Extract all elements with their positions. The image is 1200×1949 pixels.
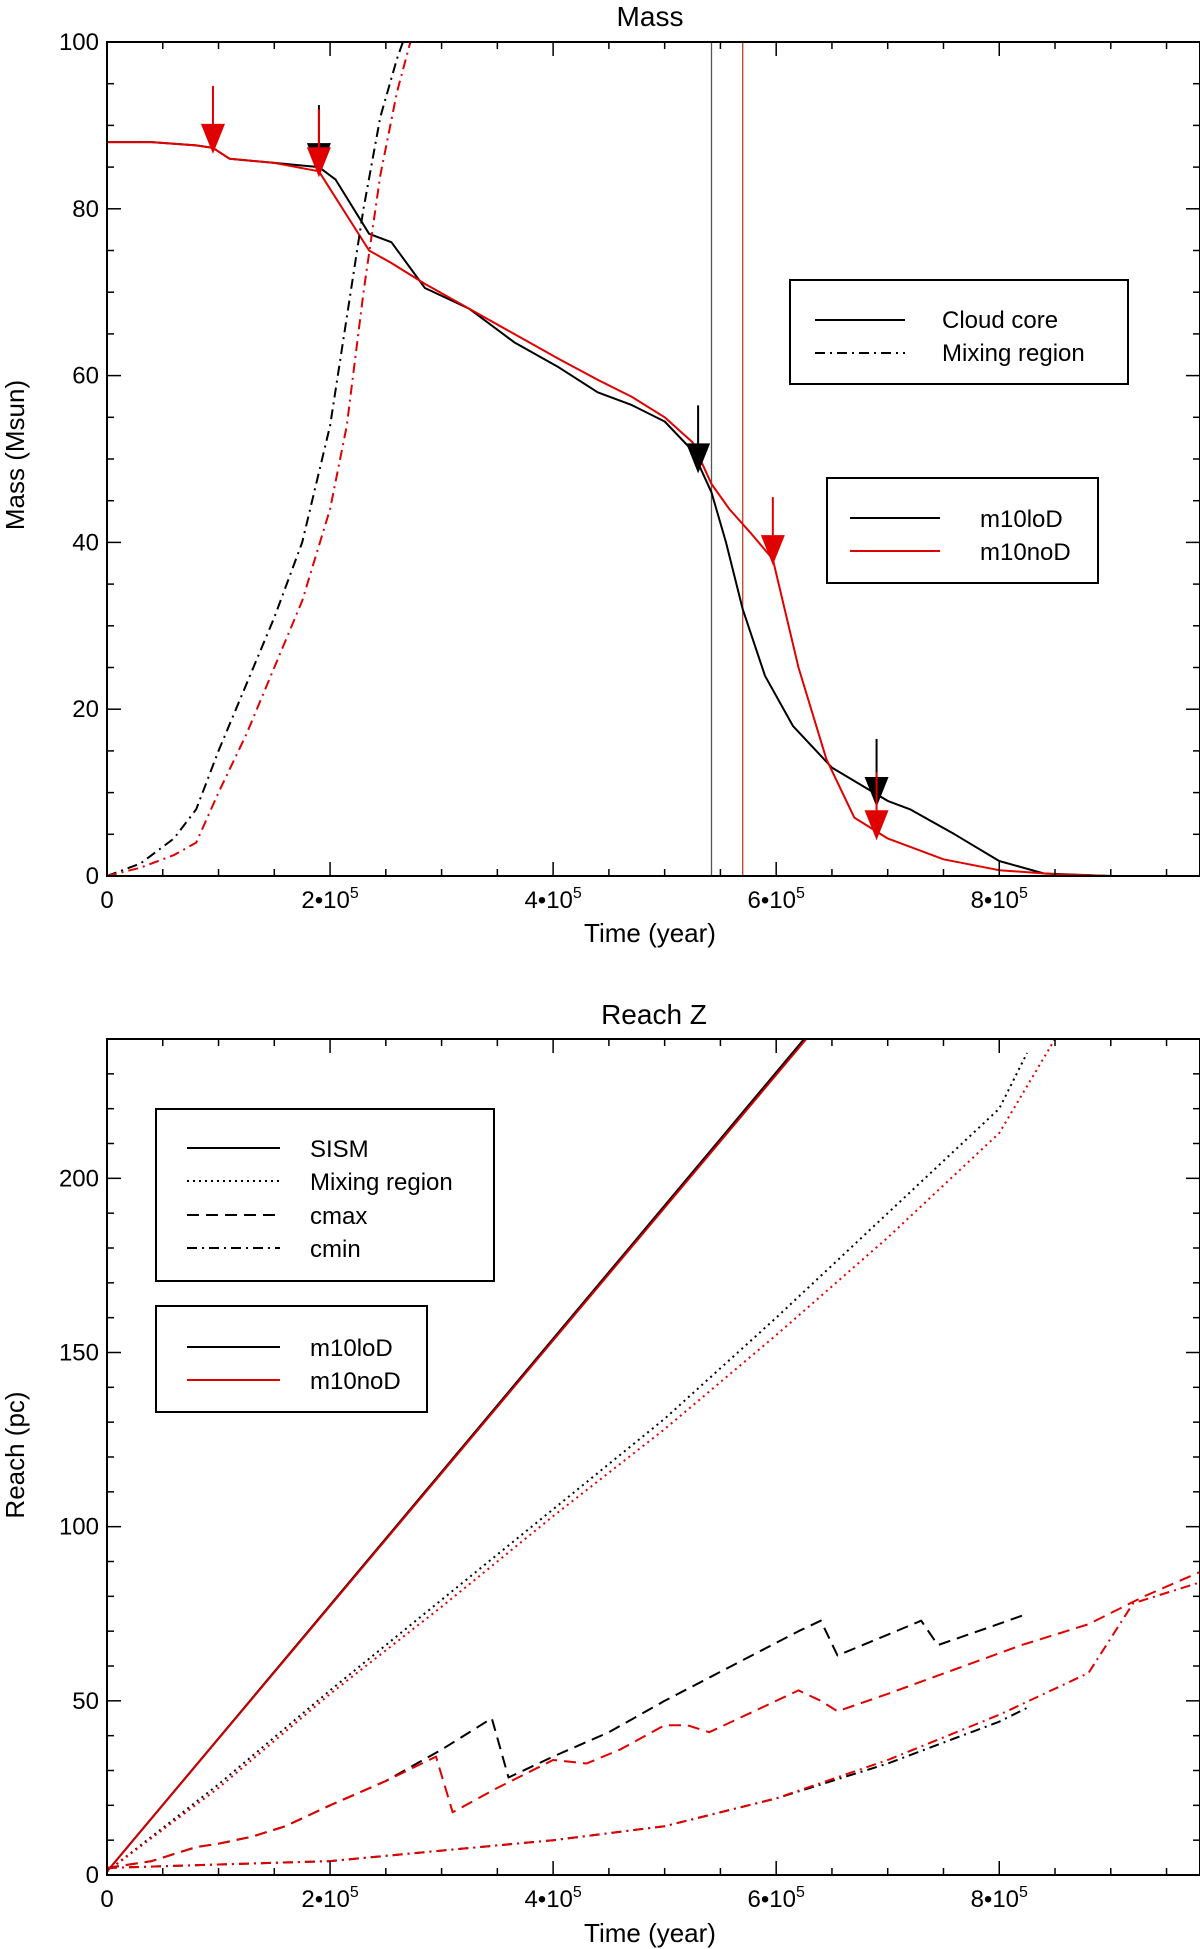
reach-x-tick-label-4: 8•105 — [971, 1884, 1028, 1913]
mass-y-tick-label-4: 80 — [72, 196, 99, 223]
mass-x-tick-label-0: 0 — [100, 887, 113, 914]
reach-legend-models: m10loD m10noD — [155, 1305, 428, 1413]
legend-cloud-core-label: Cloud core — [942, 307, 1058, 334]
mass-legend-linestyle: Cloud core Mixing region — [789, 279, 1129, 385]
reach-y-tick-label-0: 0 — [86, 1862, 99, 1889]
mass-arrow-marker-6 — [864, 772, 889, 841]
reach-y-tick-label-4: 200 — [59, 1165, 99, 1192]
mass-chart-plot-frame — [106, 41, 1200, 877]
legend-mixing-region-label: Mixing region — [942, 340, 1085, 367]
reach-legend-linestyle-box — [155, 1108, 495, 1282]
reach-chart-ylabel: Reach (pc) — [0, 1391, 30, 1518]
reach-chart-title: Reach Z — [601, 999, 707, 1030]
mass-y-tick-label-2: 40 — [72, 529, 99, 556]
mass-legend-models-box — [826, 477, 1099, 584]
reach-x-tick-label-2: 4•105 — [524, 1884, 581, 1913]
mass-series-m10nod-mixing-region — [107, 42, 412, 876]
legend-reach-m10nod-label: m10noD — [310, 1368, 401, 1395]
legend-m10nod-label: m10noD — [980, 539, 1071, 566]
mass-y-tick-label-3: 60 — [72, 363, 99, 390]
mass-data-layer — [107, 42, 1200, 876]
mass-y-tick-label-5: 100 — [59, 29, 99, 56]
reach-y-tick-label-2: 100 — [59, 1514, 99, 1541]
reach-data-layer — [107, 1039, 1200, 1873]
mass-legend-models: m10loD m10noD — [826, 477, 1099, 584]
mass-chart-ylabel: Mass (Msun) — [0, 380, 30, 530]
mass-arrow-marker-2 — [306, 109, 331, 178]
reach-ticks — [106, 1038, 1200, 1876]
mass-arrow-marker-3 — [686, 405, 711, 474]
reach-chart-xlabel: Time (year) — [584, 1918, 716, 1948]
mass-chart-title: Mass — [617, 1, 684, 32]
mass-legend-linestyle-box — [789, 279, 1129, 385]
reach-series-m10nod-cmin — [107, 1581, 1200, 1869]
legend-cmin-label: cmin — [310, 1236, 361, 1263]
legend-cmax-label: cmax — [310, 1203, 367, 1230]
reach-legend-models-box — [155, 1305, 428, 1413]
reach-x-tick-label-3: 6•105 — [748, 1884, 805, 1913]
mass-ticks — [106, 41, 1200, 877]
mass-x-tick-label-4: 8•105 — [971, 885, 1028, 914]
legend-m10lod-label: m10loD — [980, 506, 1063, 533]
reach-x-tick-label-1: 2•105 — [301, 1884, 358, 1913]
reach-series-m10lod-cmax — [107, 1612, 1028, 1869]
reach-series-m10nod-sism — [107, 1039, 808, 1873]
reach-y-tick-label-1: 50 — [72, 1688, 99, 1715]
mass-y-tick-label-0: 0 — [86, 863, 99, 890]
reach-series-m10nod-cmax — [107, 1571, 1200, 1869]
mass-x-tick-label-3: 6•105 — [748, 885, 805, 914]
mass-x-tick-label-1: 2•105 — [301, 885, 358, 914]
reach-legend-linestyle: SISM Mixing region cmax cmin — [155, 1108, 495, 1282]
mass-chart: Mass Time (year) Mass (Msun) Cloud core … — [0, 1, 1200, 948]
legend-sism-label: SISM — [310, 1136, 369, 1163]
reach-x-tick-label-0: 0 — [100, 1886, 113, 1913]
reach-chart: Reach Z Time (year) Reach (pc) SISM Mixi… — [0, 999, 1200, 1948]
mass-series-m10nod-cloud-core — [107, 141, 1200, 876]
reach-series-m10lod-cmin — [107, 1706, 1028, 1869]
mass-arrow-marker-0 — [200, 85, 225, 154]
mass-chart-xlabel: Time (year) — [584, 918, 716, 948]
legend-mixing-region-dotted-label: Mixing region — [310, 1169, 453, 1196]
mass-arrow-marker-4 — [760, 497, 785, 566]
reach-series-m10lod-mixing-region — [107, 1052, 1028, 1873]
mass-x-tick-label-2: 4•105 — [524, 885, 581, 914]
reach-y-tick-label-3: 150 — [59, 1340, 99, 1367]
legend-reach-m10lod-label: m10loD — [310, 1335, 393, 1362]
mass-series-m10lod-mixing-region — [107, 42, 405, 876]
mass-y-tick-label-1: 20 — [72, 696, 99, 723]
